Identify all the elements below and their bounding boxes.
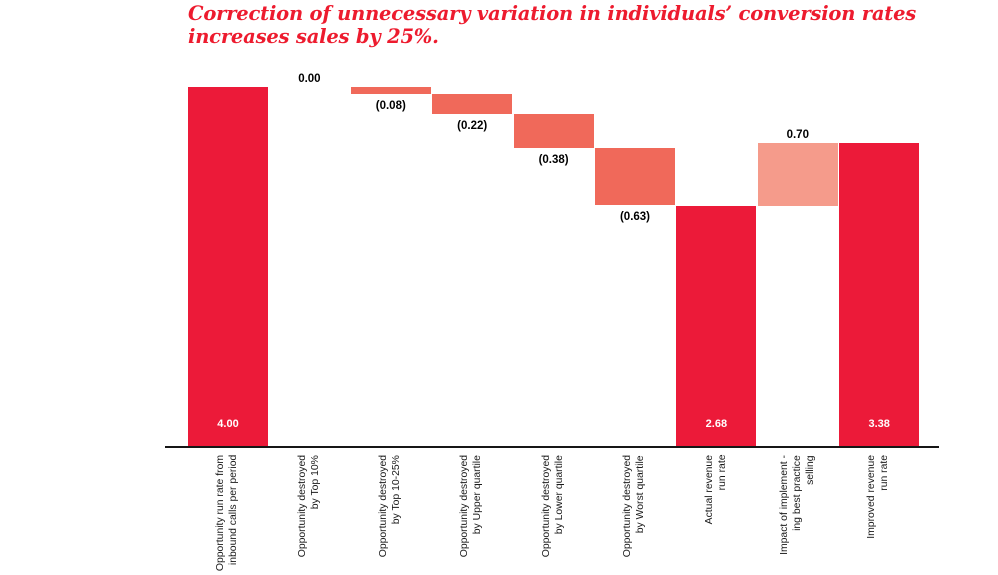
category-label-text: Opportunity destroyed by Worst quartile — [622, 455, 647, 558]
category-label-3: Opportunity destroyed by Top 10-25% — [349, 455, 430, 575]
category-label-text: Opportunity run rate from inbound calls … — [215, 455, 240, 572]
category-label-5: Opportunity destroyed by Lower quartile — [512, 455, 593, 575]
bar-value-label-2: 0.00 — [298, 73, 321, 85]
x-axis-line — [165, 446, 939, 448]
bar-value-label-7: 2.68 — [705, 418, 728, 430]
bar-value-label-9: 3.38 — [868, 418, 890, 430]
waterfall-bar-3 — [350, 87, 431, 95]
waterfall-bar-6 — [595, 148, 675, 205]
category-label-text: Impact of implement - ing best practice … — [778, 455, 816, 555]
category-label-4: Opportunity destroyed by Upper quartile — [431, 455, 512, 575]
waterfall-bar-7 — [676, 205, 757, 447]
category-label-2: Opportunity destroyed by Top 10% — [268, 455, 349, 575]
bar-value-label-4: (0.22) — [457, 120, 488, 132]
category-label-text: Opportunity destroyed by Top 10-25% — [378, 455, 403, 558]
category-label-text: Opportunity destroyed by Upper quartile — [459, 455, 484, 558]
category-label-text: Opportunity destroyed by Lower quartile — [540, 455, 565, 558]
bar-value-label-5: (0.38) — [538, 154, 569, 167]
category-label-text: Actual revenue run rate — [703, 455, 728, 525]
waterfall-bar-5 — [513, 114, 594, 149]
category-label-6: Opportunity destroyed by Worst quartile — [594, 455, 675, 575]
bar-value-label-3: (0.08) — [375, 100, 406, 113]
waterfall-bar-8 — [757, 142, 838, 206]
category-label-7: Actual revenue run rate — [675, 455, 756, 575]
category-label-text: Opportunity destroyed by Top 10% — [296, 455, 321, 558]
category-label-8: Impact of implement - ing best practice … — [756, 455, 837, 575]
bar-value-label-1: 4.00 — [217, 418, 239, 430]
waterfall-bar-9 — [839, 142, 920, 447]
bar-value-label-8: 0.70 — [786, 128, 809, 141]
bar-value-label-6: (0.63) — [619, 210, 651, 223]
chart-title: Correction of unnecessary variation in i… — [188, 2, 917, 48]
category-label-text: Improved revenue run rate — [866, 455, 891, 539]
waterfall-bar-1 — [188, 87, 268, 447]
category-label-9: Improved revenue run rate — [838, 455, 919, 575]
waterfall-bar-4 — [432, 94, 513, 114]
category-label-1: Opportunity run rate from inbound calls … — [187, 455, 268, 575]
